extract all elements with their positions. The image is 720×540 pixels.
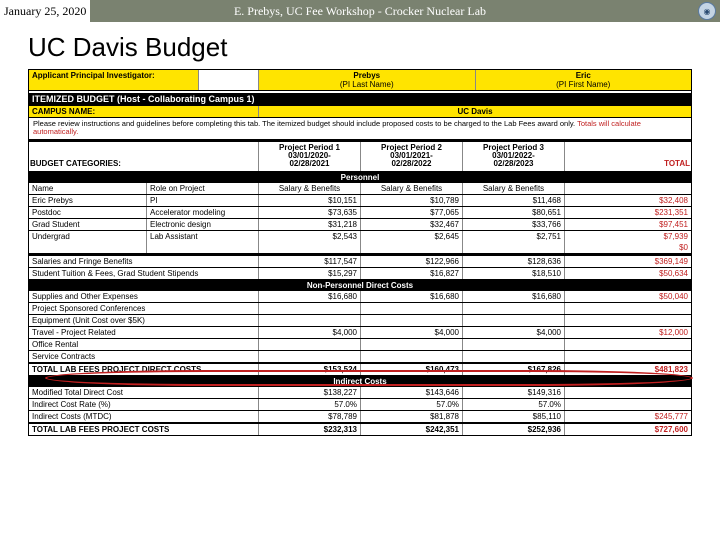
section-nonpersonnel: Non-Personnel Direct Costs <box>29 280 691 291</box>
table-row: Office Rental <box>29 339 691 351</box>
pi-row: Applicant Principal Investigator: Prebys… <box>29 70 691 91</box>
table-row: UndergradLab Assistant$2,543$2,645$2,751… <box>29 231 691 242</box>
pi-last-lbl: (PI Last Name) <box>262 80 472 89</box>
header-logo-icon: ◉ <box>698 2 716 20</box>
pi-last: Prebys <box>262 71 472 80</box>
header-center: E. Prebys, UC Fee Workshop - Crocker Nuc… <box>234 4 486 19</box>
header-date: January 25, 2020 <box>0 0 90 22</box>
table-row: Supplies and Other Expenses$16,680$16,68… <box>29 291 691 303</box>
table-row: PostdocAccelerator modeling$73,635$77,06… <box>29 207 691 219</box>
table-row: Modified Total Direct Cost$138,227$143,6… <box>29 387 691 399</box>
pi-first-lbl: (PI First Name) <box>479 80 689 89</box>
personnel-header: Name Role on Project Salary & Benefits S… <box>29 183 691 195</box>
blank-row: $0 <box>29 242 691 254</box>
itemized-header: ITEMIZED BUDGET (Host - Collaborating Ca… <box>29 93 691 106</box>
slide-header: January 25, 2020 E. Prebys, UC Fee Works… <box>0 0 720 22</box>
sfb-row: Salaries and Fringe Benefits $117,547 $1… <box>29 254 691 268</box>
section-personnel: Personnel <box>29 172 691 183</box>
budget-sheet: Applicant Principal Investigator: Prebys… <box>28 69 692 436</box>
total-direct-row: TOTAL LAB FEES PROJECT DIRECT COSTS $153… <box>29 362 691 376</box>
table-row: Eric PrebysPI$10,151$10,789$11,468$32,40… <box>29 195 691 207</box>
period-header: BUDGET CATEGORIES: Project Period 103/01… <box>29 140 691 172</box>
pi-label: Applicant Principal Investigator: <box>29 70 199 90</box>
pi-first: Eric <box>479 71 689 80</box>
table-row: Travel - Project Related$4,000$4,000$4,0… <box>29 327 691 339</box>
table-row: Equipment (Unit Cost over $5K) <box>29 315 691 327</box>
table-row: Service Contracts <box>29 351 691 362</box>
campus-row: CAMPUS NAME: UC Davis <box>29 106 691 118</box>
table-row: Indirect Cost Rate (%)57.0%57.0%57.0% <box>29 399 691 411</box>
total-costs-row: TOTAL LAB FEES PROJECT COSTS $232,313 $2… <box>29 422 691 435</box>
section-indirect: Indirect Costs <box>29 376 691 387</box>
table-row: Project Sponsored Conferences <box>29 303 691 315</box>
table-row: Indirect Costs (MTDC)$78,789$81,878$85,1… <box>29 411 691 422</box>
page-title: UC Davis Budget <box>0 22 720 69</box>
table-row: Grad StudentElectronic design$31,218$32,… <box>29 219 691 231</box>
instruction-row: Please review instructions and guideline… <box>29 118 691 140</box>
tuition-row: Student Tuition & Fees, Grad Student Sti… <box>29 268 691 280</box>
